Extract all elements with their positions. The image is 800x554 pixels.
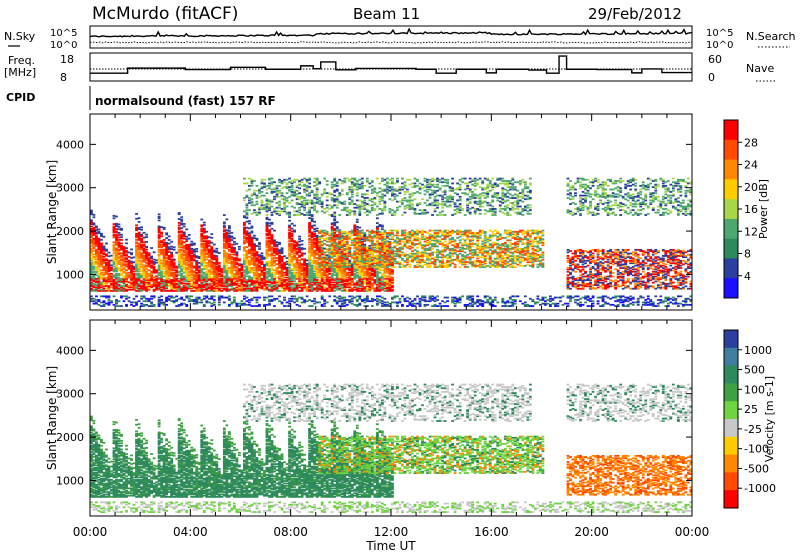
freq-tick-top: 18: [60, 53, 74, 66]
nave-tick-top: 60: [708, 53, 722, 66]
colorbar-tick-label: 1000: [744, 344, 772, 357]
colorbar-swatch: [724, 179, 738, 200]
colorbar-tick-label: 4: [744, 270, 751, 283]
power-heatmap: [90, 177, 693, 307]
colorbar-swatch: [724, 454, 738, 473]
freq-panel: Freq. [MHz] 18 8 60 0 Nave: [4, 52, 776, 84]
colorbar-tick-label: 8: [744, 248, 751, 261]
colorbar-tick-label: -500: [744, 462, 769, 475]
noise-left-tick-top: 10^5: [50, 28, 77, 39]
noise-right-tick-bottom: 10^0: [706, 40, 733, 51]
colorbar-swatch: [724, 120, 738, 141]
noise-right-tick-top: 10^5: [706, 28, 733, 39]
colorbar-tick-label: 12: [744, 225, 758, 238]
vel-ytick-label: 4000: [56, 344, 84, 357]
noise-sky-line: [89, 27, 692, 38]
colorbar-swatch: [724, 490, 738, 509]
colorbar-swatch: [724, 218, 738, 240]
freq-unit-label: [MHz]: [4, 66, 36, 79]
colorbar-tick-label: 20: [744, 181, 758, 194]
velocity-ylabel: Slant Range [km]: [45, 366, 59, 470]
colorbar-tick-label: 500: [744, 364, 765, 377]
colorbar-tick-label: 16: [744, 203, 758, 216]
velocity-panel: 1000 2000 3000 4000 Slant Range [km]: [45, 319, 693, 517]
vel-ytick-label: 2000: [56, 431, 84, 444]
power-panel: 1000 2000 3000 4000 Slant Range [km]: [45, 113, 693, 311]
freq-tick-bottom: 8: [60, 71, 67, 84]
vel-ytick-label: 1000: [56, 474, 84, 487]
power-ytick-label: 1000: [56, 268, 84, 281]
colorbar-tick-label: -1000: [744, 482, 776, 495]
colorbar-swatch: [724, 199, 738, 220]
colorbar-swatch: [724, 419, 738, 438]
colorbar-tick-label: 100: [744, 383, 765, 396]
power-ytick-label: 4000: [56, 138, 84, 151]
vel-ytick-label: 3000: [56, 388, 84, 401]
time-tick-label: 16:00: [474, 525, 509, 539]
cpid-label: CPID: [6, 91, 35, 104]
cpid-program: normalsound (fast) 157 RF: [95, 94, 276, 108]
freq-line: [90, 55, 692, 74]
nave-label: Nave: [746, 62, 774, 75]
noise-panel: N.Sky 10^5 10^0 10^5 10^0 N.Search: [4, 25, 796, 51]
colorbar-swatch: [724, 347, 738, 367]
power-ytick-label: 3000: [56, 182, 84, 195]
power-ylabel: Slant Range [km]: [45, 160, 59, 264]
freq-label: Freq.: [8, 54, 35, 67]
time-tick-label: 00:00: [73, 525, 108, 539]
date-label: 29/Feb/2012: [588, 5, 682, 23]
colorbar-tick-label: 24: [744, 159, 758, 172]
colorbar-swatch: [724, 238, 738, 259]
colorbar-tick-label: -100: [744, 443, 769, 456]
time-tick-label: 12:00: [374, 525, 409, 539]
colorbar-swatch: [724, 436, 738, 456]
beam-label: Beam 11: [353, 5, 420, 23]
noise-left-tick-bottom: 10^0: [50, 40, 77, 51]
power-colorbar: 28 24 20 16 12 8 4 Power [dB]: [723, 119, 770, 299]
nave-tick-bottom: 0: [708, 71, 715, 84]
velocity-colorbar-label: Velocity [m s-1]: [763, 376, 776, 462]
station-title: McMurdo (fitACF): [92, 4, 238, 24]
colorbar-tick-label: 28: [744, 136, 758, 149]
colorbar-swatch: [724, 278, 738, 299]
colorbar-swatch: [724, 365, 738, 384]
colorbar-tick-label: -25: [744, 423, 762, 436]
velocity-colorbar: 1000 500 100 25 -25 -100 -500 -1000 Velocity [m…: [723, 329, 776, 509]
time-tick-label: 20:00: [574, 525, 609, 539]
colorbar-swatch: [724, 383, 738, 402]
colorbar-swatch: [724, 258, 738, 279]
colorbar-tick-label: 25: [744, 403, 758, 416]
colorbar-swatch: [724, 139, 738, 161]
colorbar-swatch: [724, 401, 738, 420]
colorbar-swatch: [724, 330, 738, 349]
power-colorbar-label: Power [dB]: [757, 179, 770, 239]
time-axis-labels: 00:00 04:00 08:00 12:00 16:00 20:00 00:00: [73, 525, 710, 539]
noise-right-label: N.Search: [746, 30, 796, 43]
colorbar-swatch: [724, 159, 738, 180]
power-ytick-label: 2000: [56, 225, 84, 238]
noise-left-label: N.Sky: [4, 30, 36, 43]
time-tick-label: 08:00: [273, 525, 308, 539]
velocity-heatmap: [90, 383, 693, 513]
time-tick-label: 04:00: [173, 525, 208, 539]
time-axis-label: Time UT: [365, 539, 416, 553]
noise-search-line: [90, 41, 693, 44]
time-tick-label: 00:00: [675, 525, 710, 539]
colorbar-swatch: [724, 472, 738, 491]
